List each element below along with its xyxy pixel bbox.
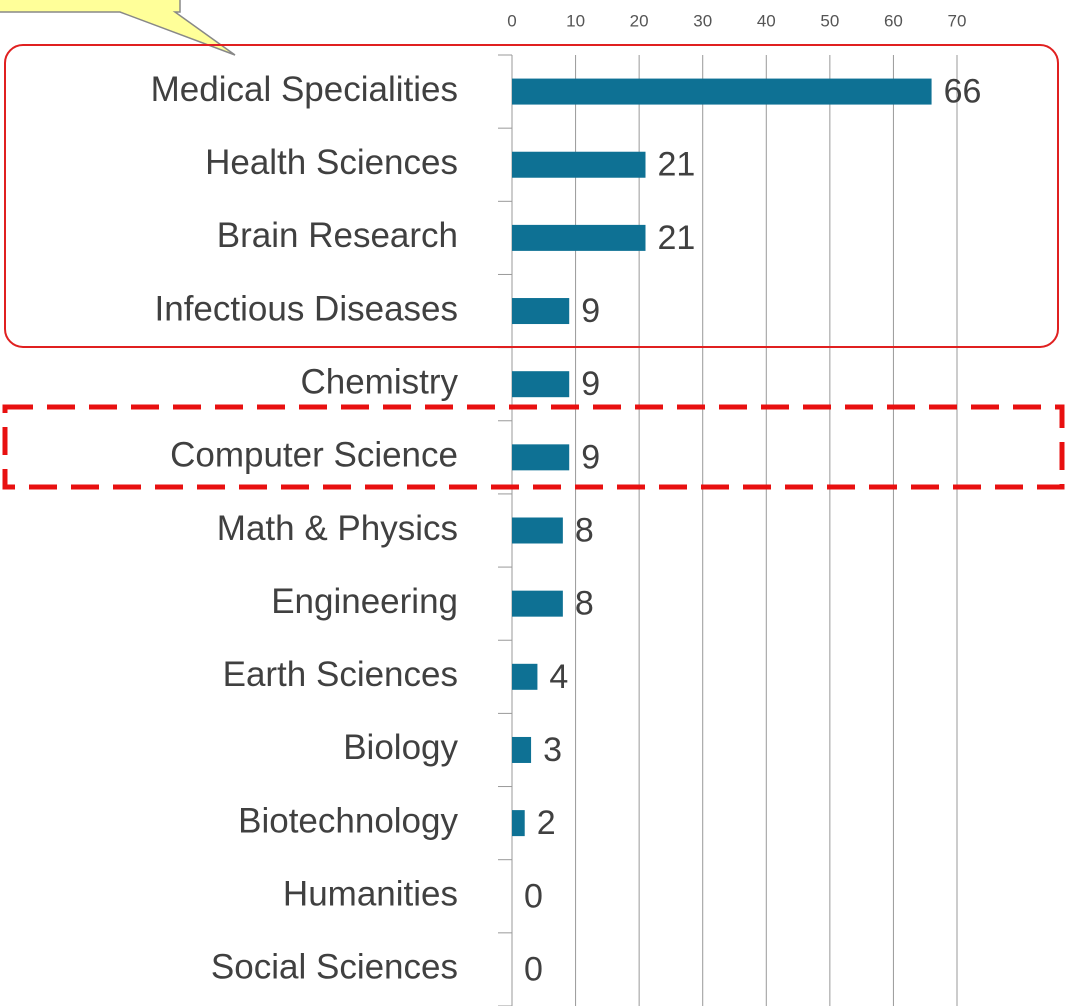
value-label: 0: [524, 950, 543, 988]
bar: [512, 151, 646, 178]
category-label: Humanities: [283, 875, 458, 914]
x-tick-label: 70: [948, 11, 967, 30]
value-label: 4: [549, 658, 568, 696]
value-label: 8: [575, 511, 594, 549]
category-label: Brain Research: [217, 216, 458, 255]
bar: [512, 298, 570, 325]
value-label: 8: [575, 585, 594, 623]
bar: [512, 224, 646, 251]
bar: [512, 590, 563, 617]
value-label: 2: [537, 804, 556, 842]
category-label: Computer Science: [170, 436, 458, 475]
callout: [0, 0, 236, 56]
category-label: Infectious Diseases: [155, 289, 458, 328]
x-tick-label: 0: [507, 11, 516, 30]
bar: [512, 517, 563, 544]
value-label: 66: [944, 73, 982, 111]
bar: [512, 736, 532, 763]
x-tick-label: 10: [566, 11, 585, 30]
x-tick-label: 50: [820, 11, 839, 30]
value-label: 9: [581, 365, 600, 403]
value-label: 21: [658, 146, 696, 184]
value-label: 9: [581, 438, 600, 476]
bar: [512, 371, 570, 398]
x-tick-label: 60: [884, 11, 903, 30]
category-label: Biotechnology: [238, 801, 458, 840]
value-label: 0: [524, 877, 543, 915]
highlight-box: [4, 44, 1059, 348]
x-tick-label: 20: [630, 11, 649, 30]
value-label: 21: [658, 219, 696, 257]
category-label: Medical Specialities: [151, 70, 458, 109]
x-tick-label: 30: [693, 11, 712, 30]
bar: [512, 78, 932, 105]
category-label: Earth Sciences: [223, 655, 458, 694]
value-label: 3: [543, 731, 562, 769]
category-label: Math & Physics: [217, 509, 458, 548]
category-label: Engineering: [271, 582, 458, 621]
marks: Medical Specialities 66 Health Sciences 21 B…: [151, 70, 982, 989]
category-label: Health Sciences: [205, 143, 458, 182]
grid: 0 10 20 30 40 50 60 70: [498, 11, 966, 1006]
category-label: Social Sciences: [211, 948, 458, 987]
x-tick-label: 40: [757, 11, 776, 30]
bar: [512, 444, 570, 471]
dashed-highlight-box: [2, 404, 1065, 490]
category-label: Chemistry: [300, 362, 458, 401]
value-label: 9: [581, 292, 600, 330]
category-label: Biology: [343, 728, 458, 767]
bar: [512, 810, 525, 837]
bar: [512, 663, 538, 690]
